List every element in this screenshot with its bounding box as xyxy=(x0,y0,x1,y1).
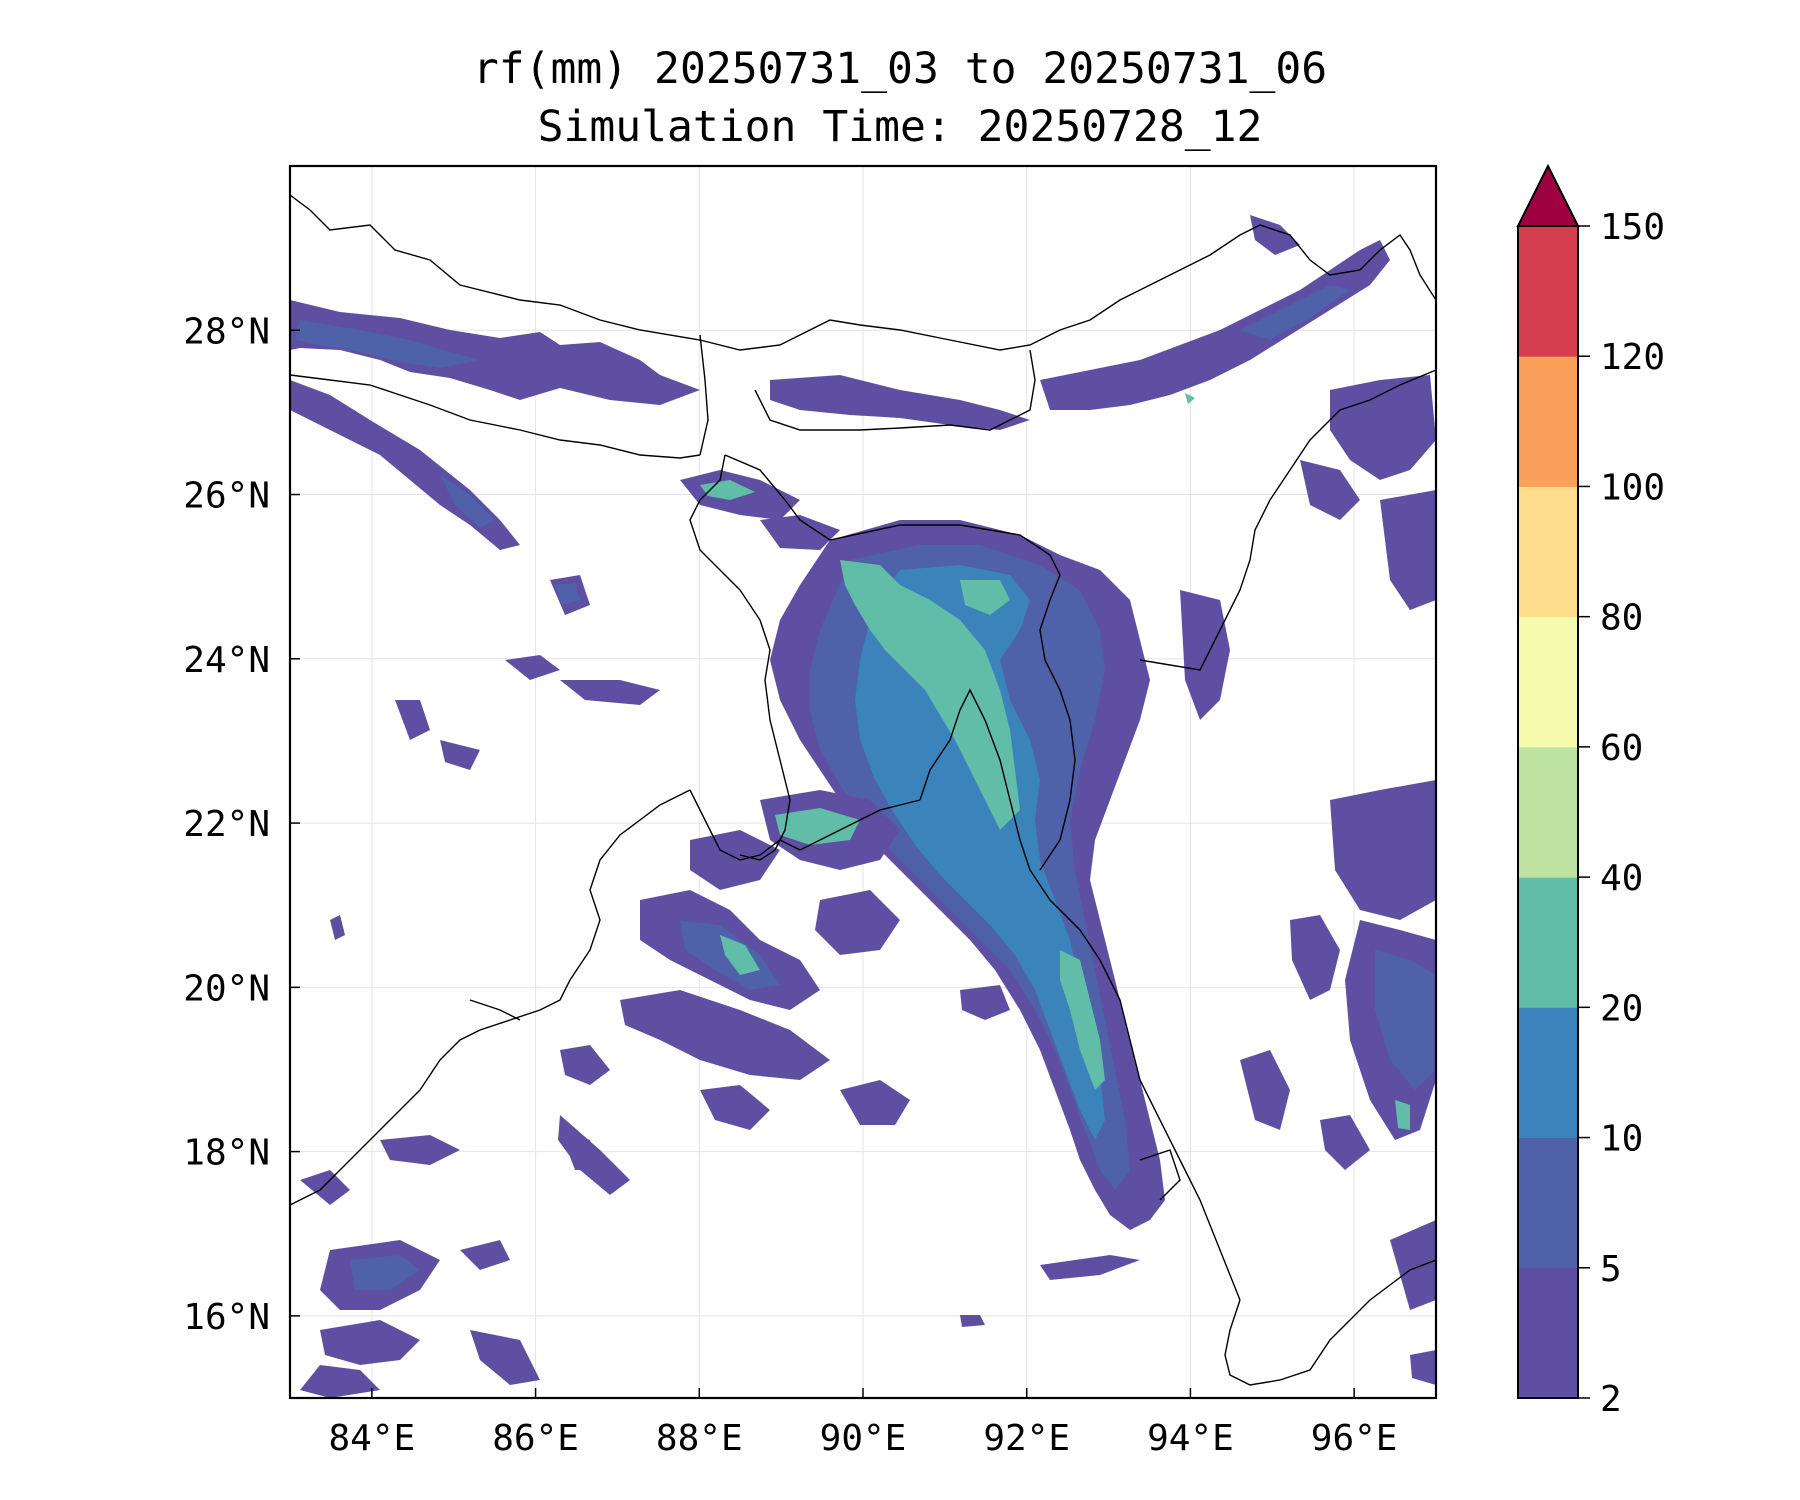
colorbar-segment xyxy=(1518,1267,1578,1399)
lat-tick-label: 28°N xyxy=(183,311,270,352)
colorbar-tick-label: 150 xyxy=(1600,207,1665,248)
rainfall-field xyxy=(290,215,1436,1398)
colorbar-tick-label: 80 xyxy=(1600,598,1643,639)
colorbar-tick-label: 20 xyxy=(1600,988,1643,1029)
colorbar-segment xyxy=(1518,1137,1578,1269)
lon-tick-label: 84°E xyxy=(329,1418,416,1459)
coastlines xyxy=(290,194,1436,1386)
colorbar-tick-label: 5 xyxy=(1600,1249,1622,1290)
latitude-axis: 16°N 18°N 20°N 22°N 24°N 26°N 28°N xyxy=(183,311,300,1338)
colorbar-segment xyxy=(1518,356,1578,487)
lon-tick-label: 96°E xyxy=(1311,1418,1398,1459)
lat-tick-label: 16°N xyxy=(183,1297,270,1338)
colorbar-tick-label: 100 xyxy=(1600,467,1665,508)
lat-tick-label: 20°N xyxy=(183,968,270,1009)
colorbar-segment xyxy=(1518,877,1578,1008)
colorbar-segment xyxy=(1518,746,1578,878)
colorbar-tick-label: 2 xyxy=(1600,1379,1622,1420)
map-title: rf(mm) 20250731_03 to 20250731_06 xyxy=(472,44,1328,94)
lon-tick-label: 94°E xyxy=(1147,1418,1234,1459)
colorbar-frame xyxy=(1517,225,1579,1399)
lon-tick-label: 90°E xyxy=(820,1418,907,1459)
colorbar-segment xyxy=(1518,226,1578,357)
lon-tick-label: 88°E xyxy=(656,1418,743,1459)
colorbar-tick-label: 120 xyxy=(1600,337,1665,378)
lat-tick-label: 24°N xyxy=(183,640,270,681)
colorbar-segment xyxy=(1518,616,1578,748)
lat-tick-label: 18°N xyxy=(183,1133,270,1174)
lon-tick-label: 86°E xyxy=(492,1418,579,1459)
colorbar-extend-triangle xyxy=(1516,163,1580,227)
lon-tick-label: 92°E xyxy=(983,1418,1070,1459)
colorbar-segment xyxy=(1518,486,1578,618)
colorbar: 2 5 10 20 40 60 80 100 120 150 xyxy=(1516,163,1665,1420)
colorbar-tick-label: 10 xyxy=(1600,1119,1643,1160)
lat-tick-label: 22°N xyxy=(183,804,270,845)
colorbar-tick-label: 60 xyxy=(1600,728,1643,769)
longitude-axis: 84°E 86°E 88°E 90°E 92°E 94°E 96°E xyxy=(329,1388,1398,1459)
colorbar-tick-label: 40 xyxy=(1600,858,1643,899)
map-subtitle: Simulation Time: 20250728_12 xyxy=(537,102,1263,152)
lat-tick-label: 26°N xyxy=(183,476,270,517)
colorbar-segment xyxy=(1518,1007,1578,1139)
